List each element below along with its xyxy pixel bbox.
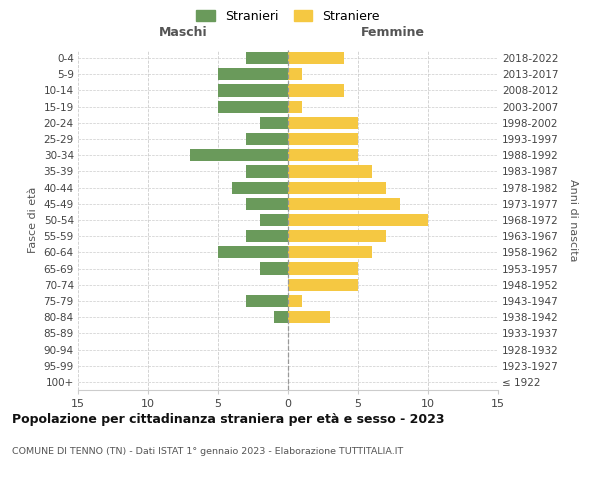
Bar [288,166,372,177]
Bar [260,214,288,226]
Bar [288,149,358,162]
Bar [288,52,344,64]
Bar [288,246,372,258]
Bar [246,230,288,242]
Bar [288,214,428,226]
Bar [288,262,358,274]
Bar [288,182,386,194]
Bar [232,182,288,194]
Bar [288,117,358,129]
Bar [288,278,358,291]
Bar [218,68,288,80]
Bar [246,166,288,177]
Legend: Stranieri, Straniere: Stranieri, Straniere [193,6,383,26]
Bar [288,133,358,145]
Y-axis label: Anni di nascita: Anni di nascita [568,179,578,261]
Bar [246,133,288,145]
Bar [246,198,288,210]
Bar [274,311,288,323]
Text: Femmine: Femmine [361,26,425,38]
Bar [288,84,344,96]
Bar [288,198,400,210]
Text: COMUNE DI TENNO (TN) - Dati ISTAT 1° gennaio 2023 - Elaborazione TUTTITALIA.IT: COMUNE DI TENNO (TN) - Dati ISTAT 1° gen… [12,448,403,456]
Bar [246,295,288,307]
Bar [190,149,288,162]
Bar [260,262,288,274]
Bar [246,52,288,64]
Bar [288,68,302,80]
Bar [218,246,288,258]
Y-axis label: Fasce di età: Fasce di età [28,187,38,253]
Bar [288,295,302,307]
Text: Popolazione per cittadinanza straniera per età e sesso - 2023: Popolazione per cittadinanza straniera p… [12,412,445,426]
Bar [288,230,386,242]
Bar [288,311,330,323]
Bar [218,100,288,112]
Text: Maschi: Maschi [158,26,208,38]
Bar [218,84,288,96]
Bar [260,117,288,129]
Bar [288,100,302,112]
